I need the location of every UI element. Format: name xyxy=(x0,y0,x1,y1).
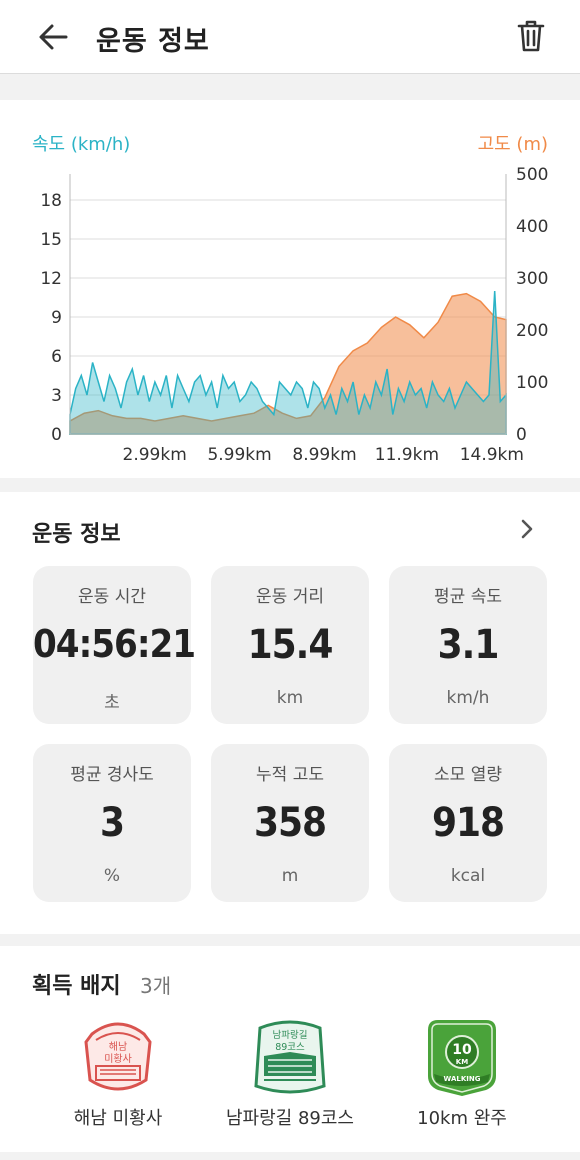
x-tick-label: 5.99km xyxy=(207,445,271,465)
stat-label: 소모 열량 xyxy=(434,765,502,785)
arrow-left-icon xyxy=(39,24,68,50)
stat-value: 358 xyxy=(253,800,327,846)
stat-unit: m xyxy=(281,866,299,886)
stat-value: 04:56:21 xyxy=(33,622,196,666)
badge-art-text: 해남 xyxy=(109,1040,127,1053)
speed-tick-label: 15 xyxy=(40,230,62,250)
course-stamp-badge-icon: 남파랑길 89코스 xyxy=(254,1020,326,1094)
badges-section-title: 획득 배지 xyxy=(32,974,121,999)
x-tick-label: 8.99km xyxy=(292,445,356,465)
speed-tick-label: 18 xyxy=(40,191,62,211)
elevation-tick-label: 300 xyxy=(516,269,548,289)
badge-art-text: 남파랑길 xyxy=(273,1029,308,1041)
x-tick-label: 2.99km xyxy=(123,445,187,465)
stat-tile-duration: 운동 시간 04:56:21 초 xyxy=(33,566,196,724)
badge-label: 해남 미황사 xyxy=(73,1108,163,1129)
back-button[interactable] xyxy=(36,20,72,54)
speed-tick-label: 3 xyxy=(51,386,62,406)
elevation-tick-label: 400 xyxy=(516,217,548,237)
stat-value: 918 xyxy=(431,800,505,846)
stat-unit: km/h xyxy=(446,688,490,708)
badges-count: 3개 xyxy=(140,974,172,998)
stats-section-title: 운동 정보 xyxy=(32,522,121,547)
x-tick-label: 11.9km xyxy=(375,445,439,465)
badge-art-text: 89코스 xyxy=(275,1042,305,1053)
stat-unit: kcal xyxy=(450,866,486,886)
temple-stamp-badge-icon: 해남 미황사 xyxy=(84,1022,152,1091)
speed-elevation-chart-card: 속도 (km/h) 고도 (m) 0 3 6 9 12 15 18 0 100 200 300 400… xyxy=(0,100,580,478)
earned-badges-card: 획득 배지 3개 해남 미황사 해남 미황사 남파랑길 89코스 남파랑길 89… xyxy=(0,946,580,1152)
speed-axis-title: 속도 (km/h) xyxy=(32,134,131,155)
stat-label: 누적 고도 xyxy=(256,765,324,785)
stat-unit: km xyxy=(276,688,304,708)
x-tick-label: 14.9km xyxy=(460,445,524,465)
stat-value: 3 xyxy=(99,800,125,846)
stat-value: 3.1 xyxy=(437,622,500,668)
stat-unit: % xyxy=(103,866,121,886)
stat-tile-total-ascent: 누적 고도 358 m xyxy=(211,744,369,902)
stat-tile-distance: 운동 거리 15.4 km xyxy=(211,566,369,724)
badge-art-text: WALKING xyxy=(444,1075,481,1083)
speed-series-area xyxy=(69,290,507,435)
speed-tick-label: 9 xyxy=(51,308,62,328)
trash-icon xyxy=(517,20,545,52)
elevation-axis-title: 고도 (m) xyxy=(477,134,548,155)
stat-tile-avg-slope: 평균 경사도 3 % xyxy=(33,744,191,902)
stat-label: 운동 거리 xyxy=(256,587,324,607)
badge-label: 남파랑길 89코스 xyxy=(226,1108,354,1129)
elevation-tick-label: 100 xyxy=(516,373,548,393)
page-title: 운동 정보 xyxy=(96,26,210,57)
elevation-tick-label: 0 xyxy=(516,425,527,445)
speed-elevation-chart: 0 3 6 9 12 15 18 0 100 200 300 400 500 2.99km 5.99km 8.… xyxy=(40,165,548,465)
delete-button[interactable] xyxy=(514,18,548,54)
chevron-right-icon xyxy=(521,519,533,539)
elevation-tick-label: 500 xyxy=(516,165,548,185)
speed-tick-label: 0 xyxy=(51,425,62,445)
app-header: 운동 정보 xyxy=(0,0,580,74)
stat-value: 15.4 xyxy=(247,622,334,668)
elevation-tick-label: 200 xyxy=(516,321,548,341)
badge-item[interactable]: 해남 미황사 해남 미황사 xyxy=(33,1014,203,1130)
stats-more-button[interactable] xyxy=(514,516,540,542)
stat-tile-avg-speed: 평균 속도 3.1 km/h xyxy=(389,566,547,724)
workout-stats-card: 운동 정보 운동 시간 04:56:21 초 운동 거리 15.4 km 평균 … xyxy=(0,492,580,934)
stat-label: 평균 속도 xyxy=(434,587,502,607)
badge-label: 10km 완주 xyxy=(417,1108,507,1129)
stat-unit: 초 xyxy=(104,693,120,713)
badge-art-text: KM xyxy=(456,1058,468,1066)
speed-tick-label: 6 xyxy=(51,347,62,367)
elevation-series-area xyxy=(69,292,507,435)
badge-item[interactable]: 남파랑길 89코스 남파랑길 89코스 xyxy=(205,1014,375,1130)
walking-10km-badge-icon: 10 KM WALKING xyxy=(428,1020,496,1096)
badge-art-text: 미황사 xyxy=(104,1053,132,1065)
badge-art-text: 10 xyxy=(452,1042,472,1058)
stat-label: 운동 시간 xyxy=(78,587,146,607)
stat-tile-calories: 소모 열량 918 kcal xyxy=(389,744,547,902)
badge-item[interactable]: 10 KM WALKING 10km 완주 xyxy=(377,1014,547,1130)
speed-tick-label: 12 xyxy=(40,269,62,289)
stat-label: 평균 경사도 xyxy=(70,765,154,785)
